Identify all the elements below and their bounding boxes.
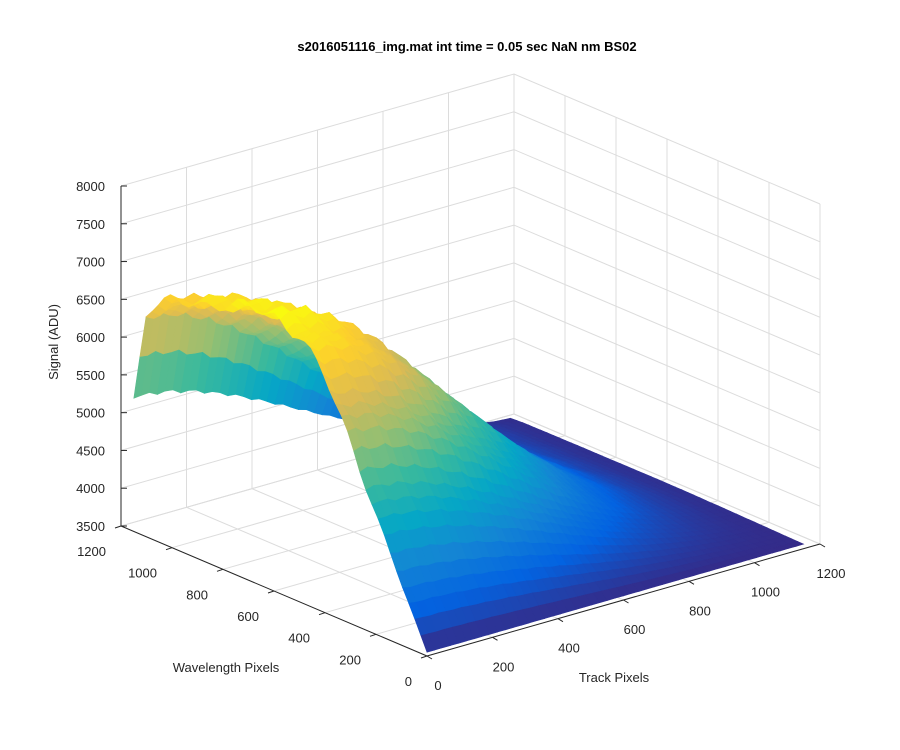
grid-line	[120, 111, 821, 243]
z-tick-label: 5000	[76, 406, 105, 421]
x-tick-mark	[492, 636, 498, 641]
y-tick-mark	[114, 525, 122, 529]
y-tick-label: 1200	[77, 544, 106, 559]
z-tick-label: 5500	[76, 368, 105, 383]
y-tick-label: 1000	[128, 566, 157, 581]
x-tick-label: 0	[434, 678, 441, 693]
grid-line	[120, 337, 821, 469]
x-tick-mark	[754, 562, 760, 567]
x-axis-label: Track Pixels	[579, 670, 650, 685]
tick-labels: 0 200 400 600 800 1000 1200 0 200 400 600 800 1000 12…	[76, 179, 845, 693]
x-tick-mark	[819, 543, 826, 548]
x-tick-label: 200	[493, 659, 515, 674]
z-tick-label: 4000	[76, 481, 105, 496]
x-tick-mark	[557, 618, 564, 623]
x-tick-label: 800	[689, 603, 711, 618]
grid-line	[120, 149, 821, 281]
y-tick-mark	[216, 568, 224, 572]
x-tick-mark	[426, 655, 433, 660]
z-tick-label: 8000	[76, 179, 105, 194]
y-axis-label: Wavelength Pixels	[173, 660, 280, 675]
grid-line	[120, 73, 821, 205]
y-tick-mark	[165, 547, 173, 551]
surface-patch	[788, 541, 805, 547]
y-tick-label: 400	[288, 631, 310, 646]
z-tick-label: 7500	[76, 217, 105, 232]
x-tick-label: 400	[558, 641, 580, 656]
y-tick-label: 200	[339, 652, 361, 667]
x-tick-mark	[688, 580, 695, 585]
grid-line	[120, 186, 821, 318]
y-tick-mark	[267, 590, 275, 594]
y-tick-label: 0	[405, 674, 412, 689]
z-tick-label: 3500	[76, 519, 105, 534]
grid-line	[120, 224, 821, 356]
z-tick-label: 7000	[76, 255, 105, 270]
z-tick-label: 4500	[76, 443, 105, 458]
x-tick-label: 600	[624, 622, 646, 637]
grid-line	[120, 375, 821, 507]
surface-plot	[133, 292, 805, 653]
z-axis-label: Signal (ADU)	[46, 304, 61, 380]
x-tick-label: 1200	[817, 566, 846, 581]
y-tick-mark	[369, 633, 377, 637]
z-tick-label: 6500	[76, 292, 105, 307]
y-tick-mark	[420, 655, 428, 659]
axes-layer	[114, 185, 826, 660]
y-tick-label: 600	[237, 609, 259, 624]
z-tick-label: 6000	[76, 330, 105, 345]
y-tick-mark	[318, 612, 326, 616]
chart-title: s2016051116_img.mat int time = 0.05 sec …	[297, 39, 636, 54]
x-tick-label: 1000	[751, 585, 780, 600]
y-tick-label: 800	[186, 587, 208, 602]
x-tick-mark	[623, 599, 629, 604]
